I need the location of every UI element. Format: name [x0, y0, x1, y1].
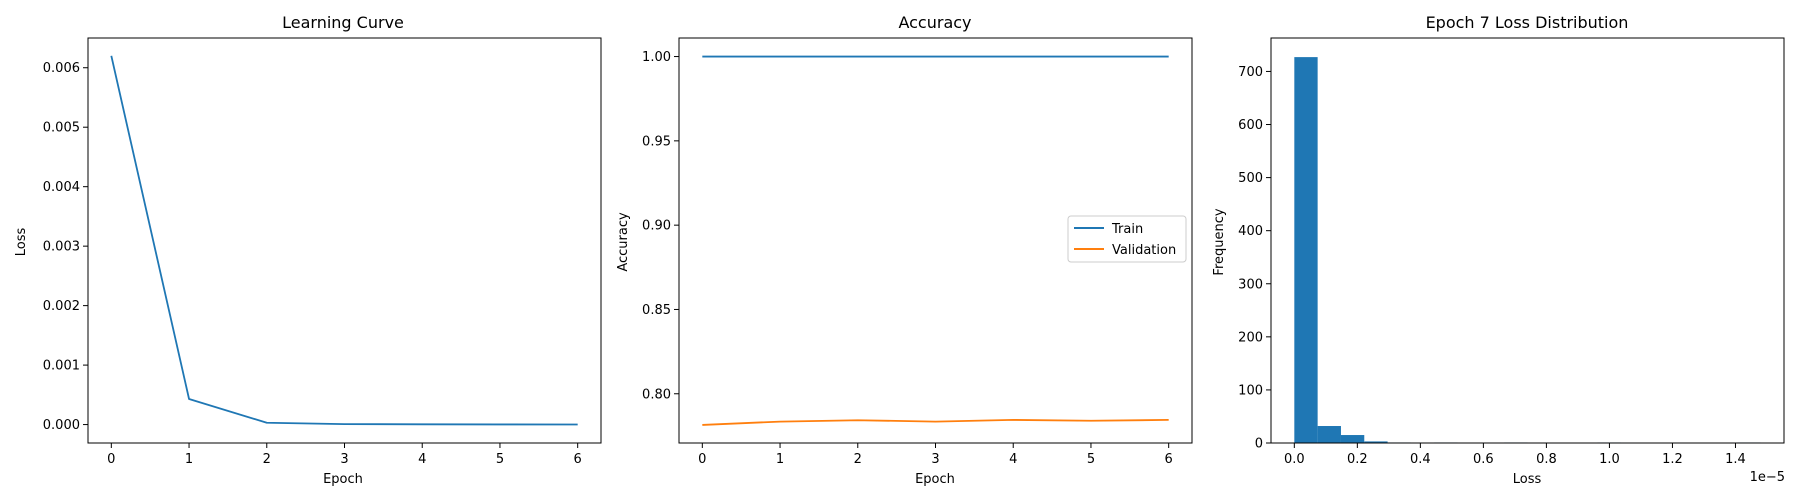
y-tick-label: 500 [1238, 171, 1263, 186]
y-tick-label: 0 [1255, 437, 1263, 452]
y-tick-label: 400 [1238, 224, 1263, 239]
x-tick-label: 4 [418, 452, 426, 467]
x-tick-label: 0.6 [1473, 452, 1494, 467]
x-tick-label: 6 [574, 452, 582, 467]
x-tick-label: 0 [107, 452, 115, 467]
y-tick-label: 0.003 [43, 240, 80, 255]
legend: Train Validation [1067, 215, 1187, 263]
histogram-bar [1294, 57, 1318, 444]
x-axis-label: Loss [1513, 472, 1542, 487]
y-tick-label: 200 [1238, 330, 1263, 345]
y-axis-label: Loss [14, 228, 29, 257]
chart-title: Learning Curve [282, 13, 404, 32]
x-tick-label: 1.0 [1599, 452, 1620, 467]
x-tick-label: 1 [185, 452, 193, 467]
x-tick-label: 5 [1087, 452, 1095, 467]
x-tick-label: 6 [1165, 452, 1173, 467]
axis-ticks: 0 1 2 3 4 5 6 0.000 0.001 0.002 0.003 0.004 0.005 0.0… [43, 61, 582, 467]
y-tick-label: 0.006 [43, 61, 80, 76]
axis-ticks: 0.0 0.2 0.4 0.6 0.8 1.0 1.2 1.4 0 100 200 300 400 500… [1238, 65, 1746, 467]
y-tick-label: 0.85 [642, 303, 671, 318]
panel-accuracy: Accuracy Epoch Accuracy 0 1 2 3 4 5 60.800.850… [616, 13, 1193, 487]
histogram-bar [1317, 426, 1341, 443]
legend-label-train: Train [1111, 222, 1143, 237]
y-tick-label: 600 [1238, 118, 1263, 133]
chart-title: Accuracy [898, 13, 971, 32]
y-tick-label: 0.000 [43, 418, 80, 433]
axis-ticks: 0 1 2 3 4 5 6 0.80 0.85 0.90 0.95 1.00 [642, 50, 1173, 467]
y-tick-label: 300 [1238, 277, 1263, 292]
histogram-bar [1364, 441, 1388, 443]
y-tick-label: 0.004 [43, 180, 80, 195]
x-tick-label: 3 [340, 452, 348, 467]
y-tick-label: 100 [1238, 383, 1263, 398]
x-tick-label: 2 [854, 452, 862, 467]
axes-frame [87, 37, 602, 444]
y-tick-label: 0.002 [43, 299, 80, 314]
y-axis-label: Frequency [1212, 208, 1227, 275]
x-tick-label: 4 [1009, 452, 1017, 467]
y-tick-label: 700 [1238, 65, 1263, 80]
x-axis-label: Epoch [323, 472, 363, 487]
x-tick-label: 1 [776, 452, 784, 467]
panel-loss-distribution: Epoch 7 Loss Distribution Loss Frequency… [1212, 13, 1785, 487]
x-tick-label: 0.0 [1284, 452, 1305, 467]
x-axis-offset-text: 1e−5 [1750, 470, 1785, 485]
axes-frame [678, 37, 1193, 444]
x-tick-label: 0.2 [1347, 452, 1368, 467]
histogram-bar [1340, 435, 1365, 443]
y-tick-label: 0.005 [43, 121, 80, 136]
panel-learning-curve: Learning Curve Epoch Loss 0 1 2 3 4 5 6 0.000 0.… [14, 13, 602, 487]
y-axis-label: Accuracy [616, 212, 631, 272]
x-tick-label: 0.8 [1536, 452, 1557, 467]
x-tick-label: 5 [496, 452, 504, 467]
y-tick-label: 0.90 [642, 219, 671, 234]
y-tick-label: 0.001 [43, 359, 80, 374]
x-tick-label: 0.4 [1410, 452, 1431, 467]
x-tick-label: 1.2 [1662, 452, 1683, 467]
x-tick-label: 1.4 [1725, 452, 1746, 467]
x-tick-label: 2 [263, 452, 271, 467]
x-axis-label: Epoch [915, 472, 955, 487]
y-tick-label: 0.95 [642, 134, 671, 149]
x-tick-label: 3 [931, 452, 939, 467]
y-tick-label: 0.80 [642, 387, 671, 402]
x-tick-label: 0 [698, 452, 706, 467]
chart-title: Epoch 7 Loss Distribution [1426, 13, 1629, 32]
plot-area [110, 55, 578, 426]
axes-frame [1270, 37, 1785, 444]
y-tick-label: 1.00 [642, 50, 671, 65]
plot-area [702, 55, 1169, 426]
legend-label-validation: Validation [1112, 243, 1176, 258]
